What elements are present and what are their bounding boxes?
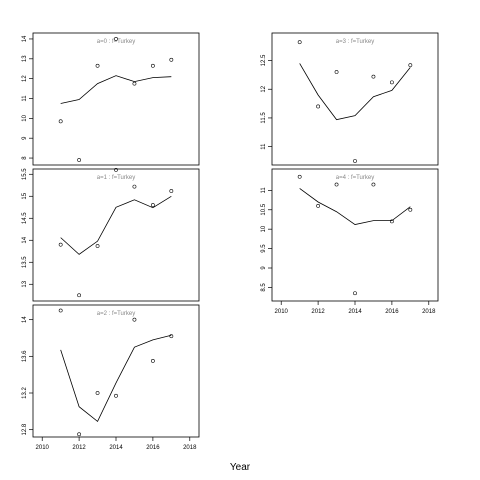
data-point: [371, 74, 376, 79]
panel-frame: [32, 168, 200, 302]
y-tick-label: 10: [22, 114, 28, 121]
y-tick-label: 15: [22, 192, 28, 199]
panel-title: a=1 : f=Turkey: [97, 175, 135, 181]
data-point: [169, 189, 174, 193]
y-tick-label: 12.8: [22, 423, 28, 435]
data-point: [132, 317, 137, 322]
data-point: [58, 119, 63, 124]
fitted-line: [60, 195, 172, 255]
panel-0: a=0 : f=Turkey 8 9 10 11 12 13 14: [22, 32, 200, 166]
y-tick-label: 14: [22, 35, 28, 42]
x-tick-label: 2018: [183, 445, 197, 451]
panel-title: a=0 : f=Turkey: [97, 39, 135, 45]
panel-title: a=3 : f=Turkey: [336, 39, 374, 45]
y-tick-label: 14.5: [22, 212, 28, 224]
data-point: [353, 291, 357, 296]
x-tick-label: 2014: [348, 309, 362, 315]
data-point: [389, 219, 394, 224]
data-point: [77, 158, 82, 162]
data-point: [408, 63, 413, 68]
y-tick-label: 10: [261, 225, 267, 232]
x-tick-label: 2016: [385, 309, 399, 315]
y-tick-label: 11: [261, 187, 267, 194]
data-point: [169, 57, 174, 62]
panel-2: a=1 : f=Turkey 13 13.5 14 14.5 15 15.5: [22, 167, 200, 302]
panel-frame: [32, 304, 200, 438]
data-point: [353, 159, 357, 163]
data-point: [334, 70, 339, 74]
x-tick-label: 2010: [36, 445, 50, 451]
data-point: [132, 81, 137, 86]
data-point: [150, 359, 155, 363]
data-point: [371, 182, 376, 187]
y-tick-label: 12.5: [261, 54, 267, 66]
x-tick-label: 2014: [109, 445, 123, 451]
y-tick-label: 8: [22, 156, 28, 160]
fitted-line: [299, 63, 411, 121]
x-tick-label: 2010: [275, 309, 289, 315]
y-tick-label: 13.2: [22, 387, 28, 399]
panel-title: a=4 : f=Turkey: [336, 175, 374, 181]
y-tick-label: 11: [261, 143, 267, 150]
y-tick-label: 14: [22, 316, 28, 323]
y-tick-label: 10.5: [261, 203, 267, 215]
y-tick-label: 8.5: [261, 283, 267, 292]
x-tick-label: 2016: [146, 445, 160, 451]
data-point: [77, 293, 82, 298]
fitted-line: [60, 75, 172, 104]
data-point: [114, 37, 118, 41]
y-tick-label: 9: [22, 136, 28, 140]
panel-title: a=2 : f=Turkey: [97, 311, 135, 317]
panel-frame: [271, 32, 439, 166]
panel-frame: [32, 32, 200, 166]
y-tick-label: 9: [261, 266, 267, 270]
data-point: [169, 334, 174, 339]
data-point: [316, 104, 321, 109]
y-tick-label: 13.6: [22, 350, 28, 362]
x-tick-label: 2012: [311, 309, 325, 315]
data-point: [316, 203, 321, 208]
data-point: [114, 393, 118, 398]
data-point: [95, 244, 100, 248]
y-tick-label: 12: [22, 75, 28, 82]
data-point: [389, 80, 394, 85]
data-point: [150, 63, 155, 68]
data-point: [58, 242, 63, 247]
data-point: [132, 184, 137, 189]
data-point: [95, 391, 100, 395]
data-point: [77, 432, 82, 437]
fitted-line: [60, 334, 172, 423]
x-axis-label: Year: [230, 462, 251, 473]
data-point: [114, 167, 118, 172]
y-tick-label: 11: [22, 95, 28, 102]
x-tick-label: 2018: [422, 309, 436, 315]
y-tick-label: 9.5: [261, 244, 267, 253]
data-point: [334, 182, 339, 187]
data-point: [150, 203, 155, 207]
data-point: [58, 308, 63, 313]
panel-frame: [271, 168, 439, 302]
y-tick-label: 13: [22, 280, 28, 287]
fitted-line: [299, 188, 411, 225]
y-tick-label: 13: [22, 55, 28, 62]
panel-3: a=4 : f=Turkey 8.5 9 9.5 10 10.5 11 2010 2012 201…: [261, 168, 439, 315]
y-tick-label: 15.5: [22, 168, 28, 180]
x-tick-label: 2012: [72, 445, 86, 451]
panel-4: a=2 : f=Turkey 12.8 13.2 13.6 14 2010 2012 2014…: [22, 304, 200, 451]
y-tick-label: 13.5: [22, 256, 28, 268]
data-point: [297, 40, 302, 45]
data-point: [408, 207, 413, 212]
panel-1: a=3 : f=Turkey 11 11.5 12 12.5: [261, 32, 439, 166]
data-point: [95, 63, 100, 68]
y-tick-label: 11.5: [261, 112, 267, 124]
data-point: [297, 174, 302, 179]
y-tick-label: 14: [22, 236, 28, 243]
y-tick-label: 12: [261, 85, 267, 92]
